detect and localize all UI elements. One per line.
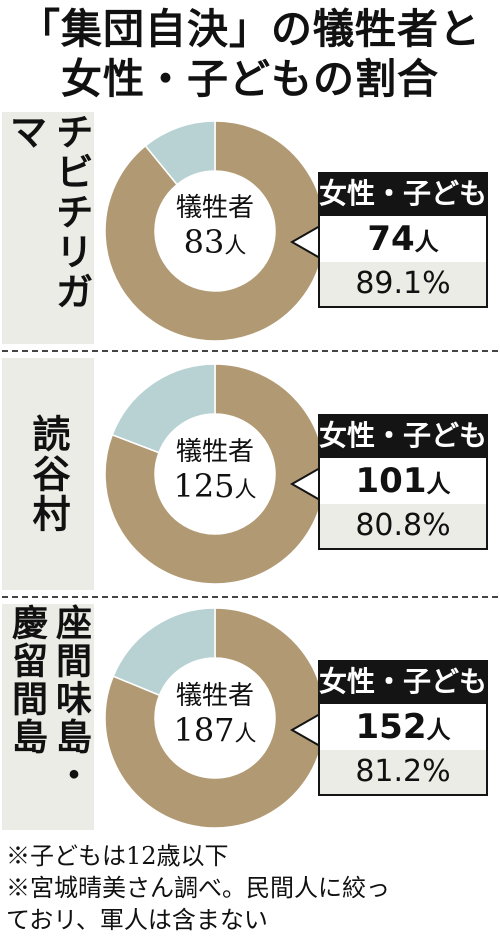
total-unit: 人 (224, 234, 247, 259)
center-caption: 犠牲者 (175, 437, 254, 467)
center-caption: 犠牲者 (175, 193, 254, 223)
donut-chart-chibichirigama (104, 120, 326, 342)
total-value: 125 (173, 467, 235, 505)
location-label-zamami-geruma: 座間味島・慶留間島 (2, 604, 94, 830)
callout-count: 74人 (318, 216, 488, 262)
location-label-yomitan: 読谷村 (2, 358, 94, 590)
count-value: 101 (355, 461, 427, 501)
divider (2, 350, 498, 352)
donut-hole (155, 414, 275, 534)
footnote: ておリ、軍人は含まない (6, 906, 268, 934)
total-unit: 人 (234, 478, 257, 503)
callout-box: 女性・子ども 74人 89.1% (318, 172, 488, 308)
footnotes: ※子どもは12歳以下 ※宮城晴美さん調べ。民間人に絞っ ておリ、軍人は含まない (6, 840, 496, 936)
location-text: 読谷村 (26, 414, 70, 534)
callout-percent: 81.2% (318, 750, 488, 796)
donut-center-label: 犠牲者 83人 (155, 192, 275, 260)
total-value: 187 (173, 711, 235, 749)
location-text: 座間味島・慶留間島 (6, 604, 91, 794)
footnote: ※宮城晴美さん調べ。民間人に絞っ (6, 874, 390, 902)
footnote: ※子どもは12歳以下 (6, 842, 229, 870)
donut-hole (155, 658, 275, 778)
callout-header: 女性・子ども (318, 660, 488, 704)
donut-chart-zamami-geruma (104, 607, 326, 829)
center-caption: 犠牲者 (175, 681, 254, 711)
callout-box: 女性・子ども 101人 80.8% (318, 414, 488, 550)
count-value: 152 (355, 707, 427, 747)
count-unit: 人 (426, 470, 451, 498)
callout-box: 女性・子ども 152人 81.2% (318, 660, 488, 796)
callout-header: 女性・子ども (318, 414, 488, 458)
donut-hole (155, 171, 275, 291)
donut-center-label: 犠牲者 125人 (155, 436, 275, 504)
location-text: チビチリガマ (3, 112, 93, 312)
total-unit: 人 (234, 722, 257, 747)
location-label-chibichirigama: チビチリガマ (2, 112, 94, 344)
count-unit: 人 (426, 716, 451, 744)
title-line-1: 「集団自決」の犠牲者と (19, 5, 481, 53)
callout-percent: 89.1% (318, 262, 488, 308)
count-value: 74 (367, 219, 415, 259)
total-value: 83 (183, 223, 225, 261)
divider (2, 596, 498, 598)
callout-percent: 80.8% (318, 504, 488, 550)
donut-chart-yomitan (104, 363, 326, 585)
title-line-2: 女性・子どもの割合 (61, 55, 439, 103)
donut-center-label: 犠牲者 187人 (155, 680, 275, 748)
callout-header: 女性・子ども (318, 172, 488, 216)
callout-count: 152人 (318, 704, 488, 750)
count-unit: 人 (414, 228, 439, 256)
chart-title: 「集団自決」の犠牲者と 女性・子どもの割合 (0, 4, 500, 104)
callout-count: 101人 (318, 458, 488, 504)
